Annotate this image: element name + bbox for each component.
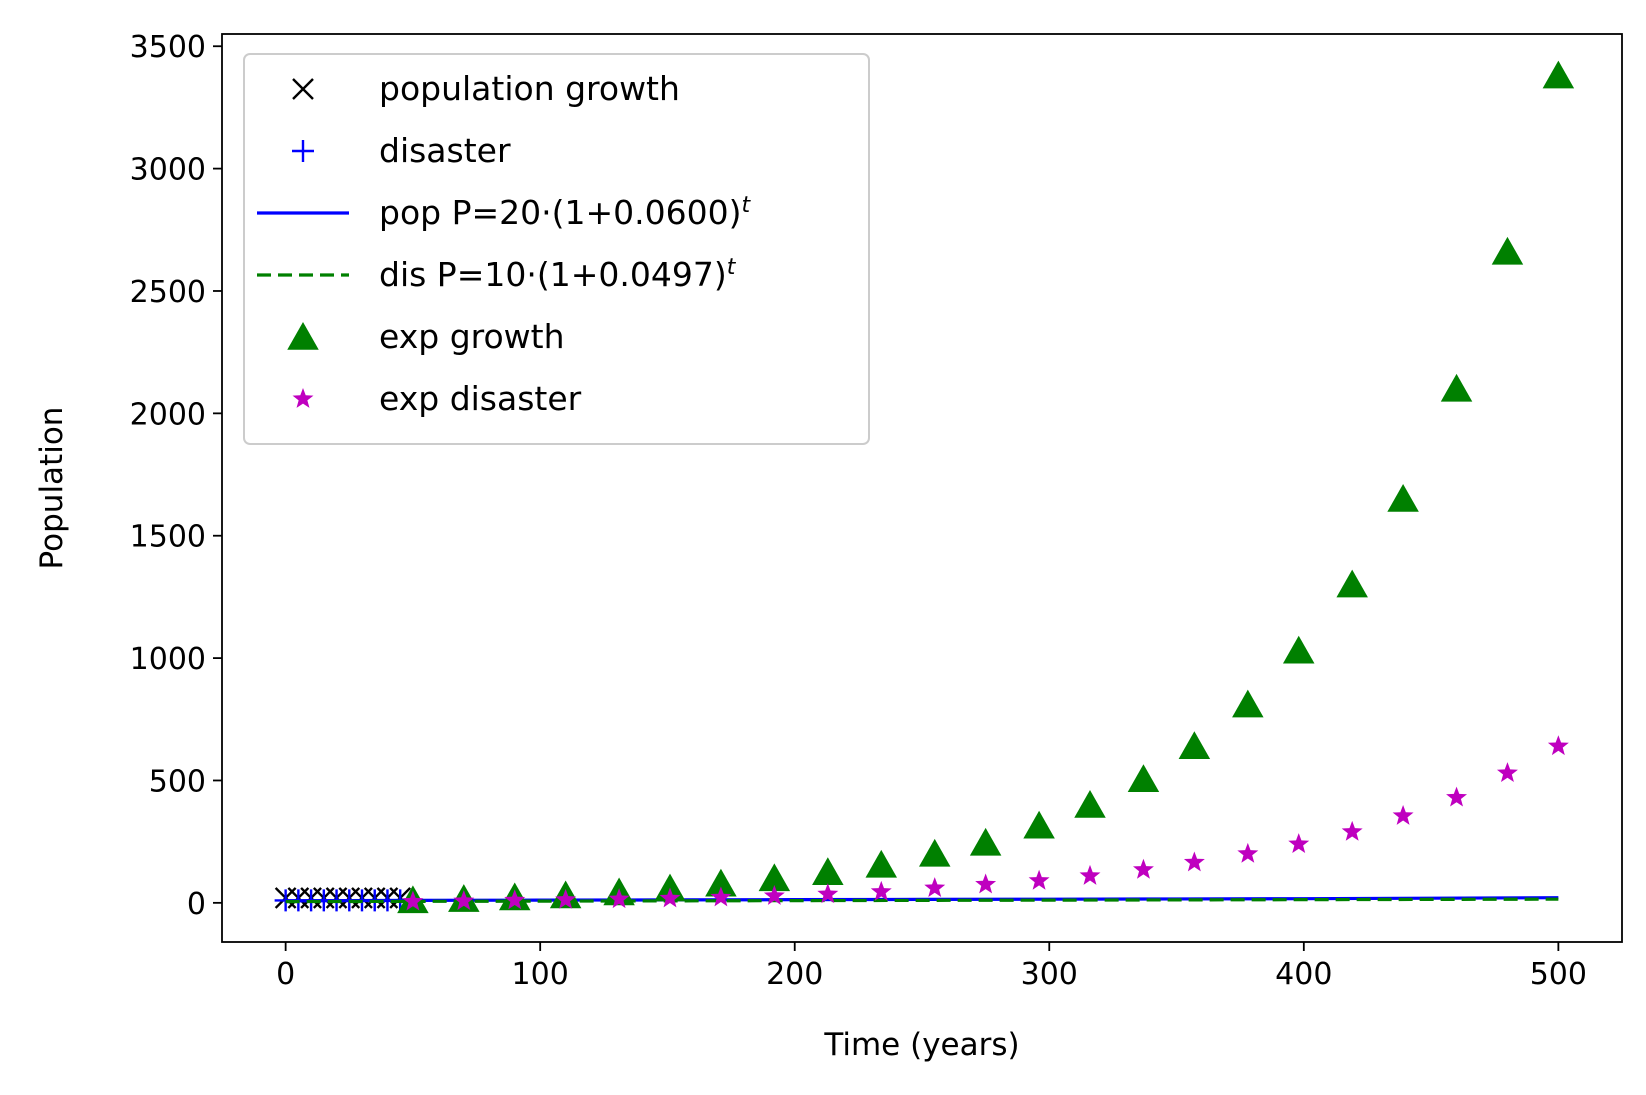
- data-point: [402, 890, 424, 911]
- y-tick-label: 2500: [130, 275, 206, 310]
- data-point: [1547, 735, 1569, 756]
- data-point: [1446, 786, 1468, 807]
- y-tick-label: 1000: [130, 642, 206, 677]
- legend-entry-5: exp disaster: [292, 379, 582, 418]
- data-point: [608, 888, 630, 909]
- legend-handle: [292, 388, 314, 408]
- x-axis-label: Time (years): [823, 1027, 1019, 1063]
- data-point: [659, 887, 681, 908]
- y-tick-label: 500: [149, 764, 206, 799]
- data-point: [1237, 842, 1259, 863]
- series-5: [402, 735, 1569, 911]
- legend-box: [243, 53, 870, 445]
- data-point: [1132, 858, 1154, 879]
- x-tick-label: 0: [276, 957, 295, 992]
- data-point: [865, 849, 898, 878]
- data-point: [705, 868, 737, 897]
- data-point: [1074, 789, 1106, 818]
- data-point: [1491, 236, 1524, 265]
- data-point: [763, 884, 785, 905]
- data-point: [918, 838, 951, 867]
- legend-label: dis P=10·(1+0.0497)t: [379, 255, 737, 294]
- data-point: [1392, 804, 1414, 825]
- data-point: [1079, 864, 1101, 885]
- series-line: [285, 897, 1559, 904]
- data-point: [817, 883, 839, 904]
- legend-handle: [292, 78, 314, 100]
- legend-handle: [292, 140, 314, 162]
- legend-entry-3: dis P=10·(1+0.0497)t: [257, 255, 737, 294]
- legend-label-superscript: t: [741, 193, 751, 218]
- data-point: [1178, 731, 1211, 759]
- legend-entry-2: pop P=20·(1+0.0600)t: [257, 193, 751, 232]
- x-tick-label: 100: [512, 957, 569, 992]
- legend-label: pop P=20·(1+0.0600)t: [379, 193, 751, 232]
- legend-label: population growth: [379, 69, 680, 108]
- data-point: [710, 886, 732, 907]
- data-point: [1127, 764, 1160, 792]
- legend-handle: [287, 322, 319, 350]
- data-point: [555, 888, 577, 909]
- legend-label: exp growth: [379, 317, 565, 356]
- legend: population growth disaster pop P=20·(1+0.0…: [243, 53, 870, 445]
- data-point: [1183, 851, 1205, 872]
- legend-label: disaster: [379, 131, 511, 170]
- data-point: [1387, 484, 1419, 512]
- legend-label: exp disaster: [379, 379, 582, 418]
- data-point: [1232, 689, 1264, 718]
- y-axis-label: Population: [34, 407, 70, 570]
- data-point: [1542, 60, 1575, 89]
- data-point: [1288, 833, 1310, 853]
- data-point: [1341, 820, 1363, 841]
- legend-label-superscript: t: [727, 255, 737, 280]
- data-point: [812, 857, 844, 885]
- data-point: [924, 877, 946, 898]
- data-point: [453, 890, 475, 911]
- data-point: [975, 873, 997, 894]
- x-tick-label: 500: [1530, 957, 1587, 992]
- x-tick-label: 300: [1021, 957, 1078, 992]
- axes-frame: [221, 33, 1623, 943]
- data-point: [969, 827, 1002, 856]
- data-point: [1440, 373, 1473, 402]
- series-4: [397, 60, 1575, 914]
- data-point: [504, 889, 526, 910]
- y-tick-label: 3500: [130, 30, 206, 65]
- x-tick-label: 200: [766, 957, 823, 992]
- y-tick-label: 2000: [130, 397, 206, 432]
- x-tick-label: 400: [1275, 957, 1332, 992]
- data-point: [1496, 762, 1518, 783]
- data-point: [870, 880, 892, 901]
- legend-entry-4: exp growth: [287, 317, 565, 356]
- data-point: [1336, 569, 1368, 598]
- legend-entry-1: disaster: [292, 131, 511, 170]
- data-point: [1282, 635, 1315, 664]
- plot-area: [274, 60, 1575, 914]
- data-point: [758, 863, 791, 892]
- y-tick-label: 3000: [130, 153, 206, 188]
- data-point: [1023, 810, 1055, 839]
- data-point: [1028, 869, 1050, 890]
- legend-entry-0: population growth: [292, 69, 680, 108]
- series-3: [285, 897, 1559, 904]
- y-tick-label: 1500: [130, 520, 206, 555]
- axes: 0 100 200 300 400 500 0 500 1000 1500 2000 2500 3000…: [130, 30, 1623, 992]
- y-tick-label: 0: [187, 887, 206, 922]
